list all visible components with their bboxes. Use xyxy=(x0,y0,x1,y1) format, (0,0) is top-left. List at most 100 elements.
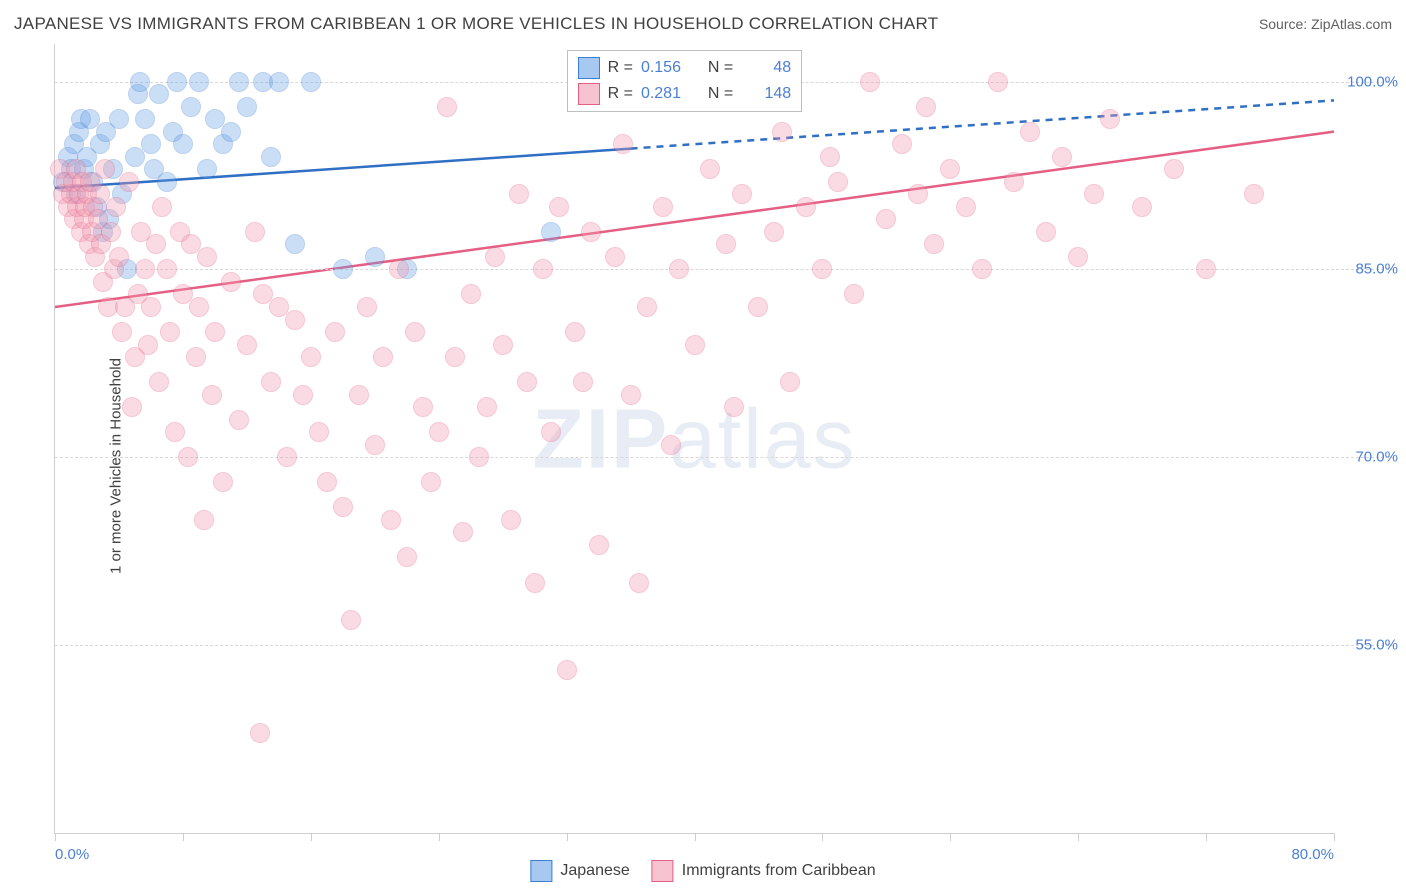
scatter-point xyxy=(541,222,561,242)
scatter-point xyxy=(820,147,840,167)
bottom-legend: JapaneseImmigrants from Caribbean xyxy=(530,860,875,882)
scatter-point xyxy=(1196,259,1216,279)
scatter-point xyxy=(828,172,848,192)
scatter-point xyxy=(205,322,225,342)
scatter-point xyxy=(135,109,155,129)
scatter-point xyxy=(165,422,185,442)
scatter-point xyxy=(138,335,158,355)
scatter-point xyxy=(453,522,473,542)
scatter-point xyxy=(557,660,577,680)
scatter-point xyxy=(780,372,800,392)
legend-swatch xyxy=(530,860,552,882)
scatter-point xyxy=(357,297,377,317)
legend-swatch xyxy=(578,83,600,105)
scatter-point xyxy=(106,197,126,217)
stat-n-label: N = xyxy=(699,85,733,103)
scatter-point xyxy=(261,147,281,167)
scatter-point xyxy=(988,72,1008,92)
scatter-point xyxy=(229,410,249,430)
scatter-point xyxy=(245,222,265,242)
scatter-point xyxy=(397,547,417,567)
stat-n-value: 148 xyxy=(741,85,791,103)
scatter-point xyxy=(202,385,222,405)
scatter-point xyxy=(748,297,768,317)
x-tick xyxy=(439,833,440,841)
scatter-point xyxy=(135,259,155,279)
scatter-point xyxy=(365,435,385,455)
scatter-point xyxy=(405,322,425,342)
scatter-point xyxy=(589,535,609,555)
x-tick-label: 80.0% xyxy=(1291,846,1334,863)
scatter-point xyxy=(1164,159,1184,179)
legend-swatch xyxy=(578,57,600,79)
x-tick xyxy=(1206,833,1207,841)
scatter-point xyxy=(277,447,297,467)
scatter-point xyxy=(605,247,625,267)
scatter-point xyxy=(178,447,198,467)
scatter-point xyxy=(772,122,792,142)
scatter-point xyxy=(764,222,784,242)
scatter-point xyxy=(213,472,233,492)
scatter-point xyxy=(229,72,249,92)
scatter-point xyxy=(189,297,209,317)
stat-r-label: R = xyxy=(608,59,633,77)
scatter-point xyxy=(413,397,433,417)
scatter-point xyxy=(130,72,150,92)
scatter-point xyxy=(109,109,129,129)
scatter-point xyxy=(122,397,142,417)
trend-line-solid xyxy=(55,132,1334,307)
chart-container: 1 or more Vehicles in Household ZIPatlas… xyxy=(0,40,1406,892)
source-attribution: Source: ZipAtlas.com xyxy=(1259,16,1392,32)
bottom-legend-item: Japanese xyxy=(530,860,629,882)
scatter-point xyxy=(940,159,960,179)
scatter-point xyxy=(812,259,832,279)
y-tick-label: 100.0% xyxy=(1338,73,1398,90)
scatter-point xyxy=(876,209,896,229)
scatter-point xyxy=(197,159,217,179)
scatter-point xyxy=(549,197,569,217)
scatter-point xyxy=(95,159,115,179)
scatter-point xyxy=(469,447,489,467)
x-tick xyxy=(311,833,312,841)
x-tick xyxy=(1334,833,1335,841)
scatter-point xyxy=(141,297,161,317)
x-tick xyxy=(55,833,56,841)
x-tick xyxy=(567,833,568,841)
scatter-point xyxy=(173,134,193,154)
stat-r-value: 0.281 xyxy=(641,85,691,103)
scatter-point xyxy=(250,723,270,743)
scatter-point xyxy=(541,422,561,442)
scatter-point xyxy=(724,397,744,417)
scatter-point xyxy=(157,259,177,279)
y-tick-label: 55.0% xyxy=(1338,637,1398,654)
scatter-point xyxy=(365,247,385,267)
scatter-point xyxy=(1068,247,1088,267)
scatter-point xyxy=(525,573,545,593)
stat-n-label: N = xyxy=(699,59,733,77)
scatter-point xyxy=(160,322,180,342)
scatter-point xyxy=(269,72,289,92)
scatter-point xyxy=(796,197,816,217)
scatter-point xyxy=(429,422,449,442)
gridline-horizontal xyxy=(55,269,1394,270)
scatter-point xyxy=(181,97,201,117)
scatter-point xyxy=(493,335,513,355)
scatter-point xyxy=(477,397,497,417)
stat-r-value: 0.156 xyxy=(641,59,691,77)
scatter-point xyxy=(381,510,401,530)
scatter-point xyxy=(389,259,409,279)
scatter-point xyxy=(1132,197,1152,217)
scatter-point xyxy=(509,184,529,204)
scatter-point xyxy=(1100,109,1120,129)
scatter-point xyxy=(621,385,641,405)
x-tick xyxy=(183,833,184,841)
scatter-point xyxy=(653,197,673,217)
scatter-point xyxy=(146,234,166,254)
scatter-point xyxy=(565,322,585,342)
scatter-point xyxy=(221,122,241,142)
scatter-point xyxy=(445,347,465,367)
scatter-point xyxy=(309,422,329,442)
scatter-point xyxy=(301,347,321,367)
stats-legend-box: R = 0.156 N = 48R = 0.281 N = 148 xyxy=(567,50,803,112)
legend-swatch xyxy=(652,860,674,882)
